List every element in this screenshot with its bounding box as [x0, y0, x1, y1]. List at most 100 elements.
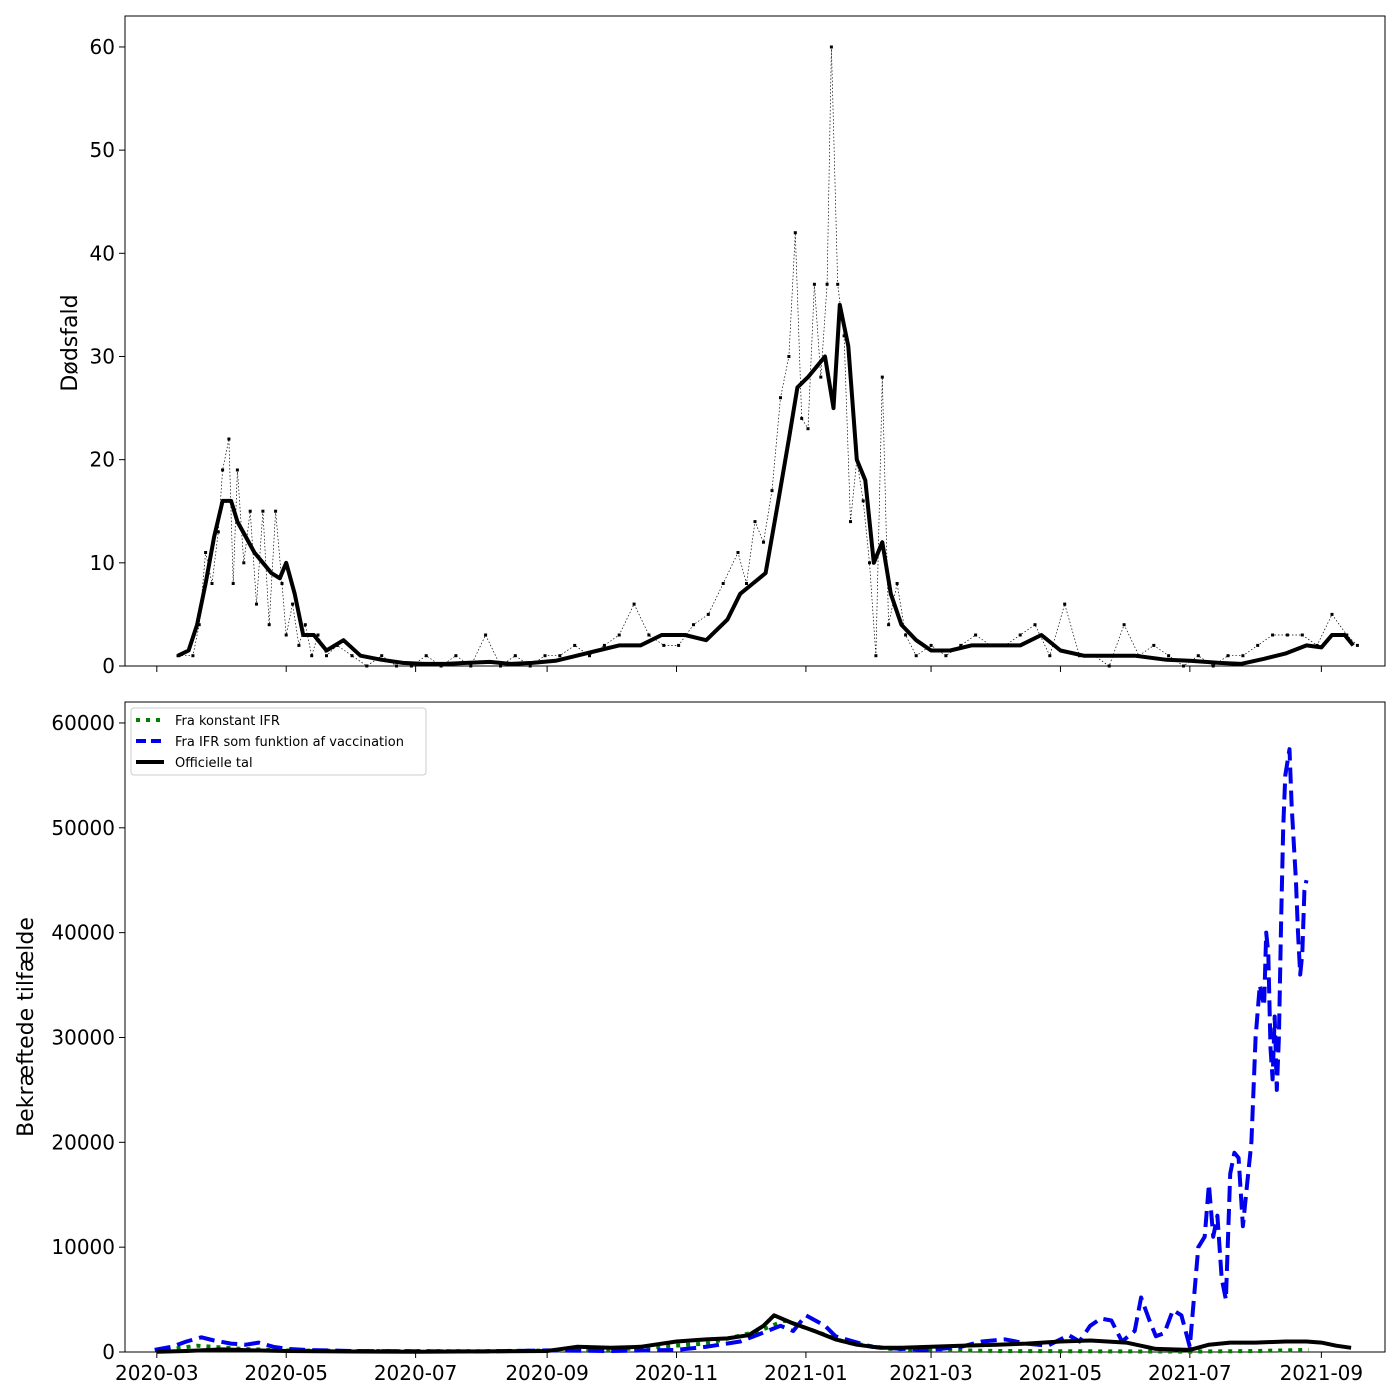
deaths-data-point	[904, 633, 908, 637]
deaths-data-point	[231, 582, 235, 585]
deaths-data-point	[736, 551, 740, 554]
deaths-data-point	[242, 561, 246, 565]
deaths-chart-frame	[124, 15, 1386, 667]
deaths-data-point	[787, 355, 791, 358]
deaths-series-0-line	[178, 46, 1358, 667]
deaths-data-point	[1033, 623, 1037, 627]
deaths-data-point	[1018, 633, 1022, 637]
deaths-x-axis	[156, 666, 1322, 672]
deaths-data-point	[197, 623, 201, 627]
deaths-chart: 0 10 20 30 40 50 60 Dødsfald	[58, 15, 1386, 678]
deaths-data-point	[753, 520, 757, 524]
cases-y-tick-label: 60000	[51, 711, 115, 735]
deaths-data-point	[1063, 602, 1067, 606]
cases-y-tick-label: 30000	[51, 1025, 115, 1049]
cases-y-tick-label: 10000	[51, 1235, 115, 1259]
cases-x-tick-label: 2020-03	[115, 1361, 199, 1385]
deaths-data-point	[204, 551, 208, 554]
deaths-data-point	[325, 654, 328, 658]
deaths-data-point	[617, 633, 621, 637]
deaths-y-tick-label: 30	[90, 344, 115, 368]
deaths-data-point	[573, 643, 577, 647]
deaths-data-point	[770, 489, 774, 493]
deaths-data-point	[745, 582, 748, 585]
deaths-data-point	[1256, 643, 1260, 647]
deaths-data-point	[861, 499, 865, 503]
deaths-data-point	[558, 654, 562, 658]
deaths-data-point	[1167, 654, 1171, 658]
deaths-data-point	[1241, 654, 1245, 658]
deaths-data-point	[1271, 633, 1275, 637]
deaths-data-point	[793, 231, 797, 235]
cases-y-axis: 0 10000 20000 30000 40000 50000 60000	[51, 711, 125, 1364]
cases-chart-frame	[124, 701, 1386, 1353]
cases-y-tick-label: 0	[102, 1340, 115, 1364]
deaths-data-point	[819, 375, 823, 379]
deaths-data-point	[350, 654, 354, 658]
deaths-y-tick-label: 50	[90, 138, 115, 162]
deaths-data-point	[632, 602, 636, 606]
deaths-data-point	[779, 396, 782, 400]
deaths-data-point	[602, 643, 606, 647]
deaths-data-point	[836, 282, 840, 286]
deaths-data-point	[248, 509, 252, 513]
deaths-data-point	[216, 530, 220, 534]
deaths-y-tick-label: 10	[90, 551, 115, 575]
cases-y-tick-label: 40000	[51, 921, 115, 945]
deaths-data-point	[1048, 654, 1052, 658]
deaths-data-point	[829, 45, 833, 49]
deaths-data-point	[959, 643, 963, 647]
deaths-data-point	[706, 612, 710, 616]
deaths-data-point	[297, 643, 301, 647]
deaths-data-point	[1182, 664, 1185, 668]
deaths-data-point	[310, 654, 314, 658]
legend-label-constant-ifr: Fra konstant IFR	[175, 714, 280, 729]
deaths-y-tick-label: 0	[102, 654, 115, 678]
deaths-data-point	[812, 282, 816, 286]
deaths-data-point	[914, 654, 918, 658]
deaths-data-point	[454, 654, 458, 658]
cases-x-tick-label: 2021-01	[764, 1361, 848, 1385]
deaths-data-point	[1211, 664, 1215, 668]
deaths-data-point	[806, 427, 810, 431]
deaths-data-point	[1300, 633, 1304, 637]
deaths-data-point	[887, 623, 891, 627]
deaths-data-point	[1196, 654, 1200, 658]
deaths-data-point	[692, 623, 695, 627]
deaths-data-point	[1122, 623, 1126, 627]
deaths-data-point	[842, 334, 846, 338]
deaths-data-point	[210, 582, 214, 585]
deaths-data-point	[424, 654, 428, 658]
deaths-data-point	[868, 561, 871, 565]
cases-x-tick-label: 2020-07	[374, 1361, 458, 1385]
deaths-data-point	[439, 664, 443, 668]
deaths-data-point	[409, 664, 413, 668]
deaths-data-point	[513, 654, 517, 658]
deaths-data-point	[221, 468, 225, 472]
legend: Fra konstant IFR Fra IFR som funktion af…	[130, 707, 427, 776]
cases-series-1-line	[154, 747, 1309, 1354]
deaths-data-point	[974, 633, 978, 637]
deaths-data-point	[284, 633, 288, 637]
deaths-data-point	[280, 582, 284, 585]
deaths-data-point	[762, 540, 765, 544]
deaths-y-tick-label: 40	[90, 241, 115, 265]
deaths-data-point	[267, 623, 271, 627]
deaths-data-point	[380, 654, 384, 658]
deaths-data-point	[944, 654, 948, 658]
deaths-data-point	[1285, 633, 1289, 637]
cases-series-2-line	[156, 1313, 1352, 1354]
deaths-data-point	[235, 468, 239, 472]
legend-label-vaccination-ifr: Fra IFR som funktion af vaccination	[175, 735, 404, 750]
deaths-data-point	[1355, 643, 1359, 647]
cases-x-tick-label: 2020-09	[505, 1361, 589, 1385]
cases-x-tick-label: 2021-09	[1280, 1361, 1364, 1385]
deaths-data-point	[880, 375, 884, 379]
cases-x-tick-label: 2020-11	[635, 1361, 719, 1385]
deaths-data-point	[316, 633, 320, 637]
deaths-data-point	[662, 643, 666, 647]
deaths-data-point	[849, 520, 852, 524]
cases-x-tick-label: 2020-05	[244, 1361, 328, 1385]
